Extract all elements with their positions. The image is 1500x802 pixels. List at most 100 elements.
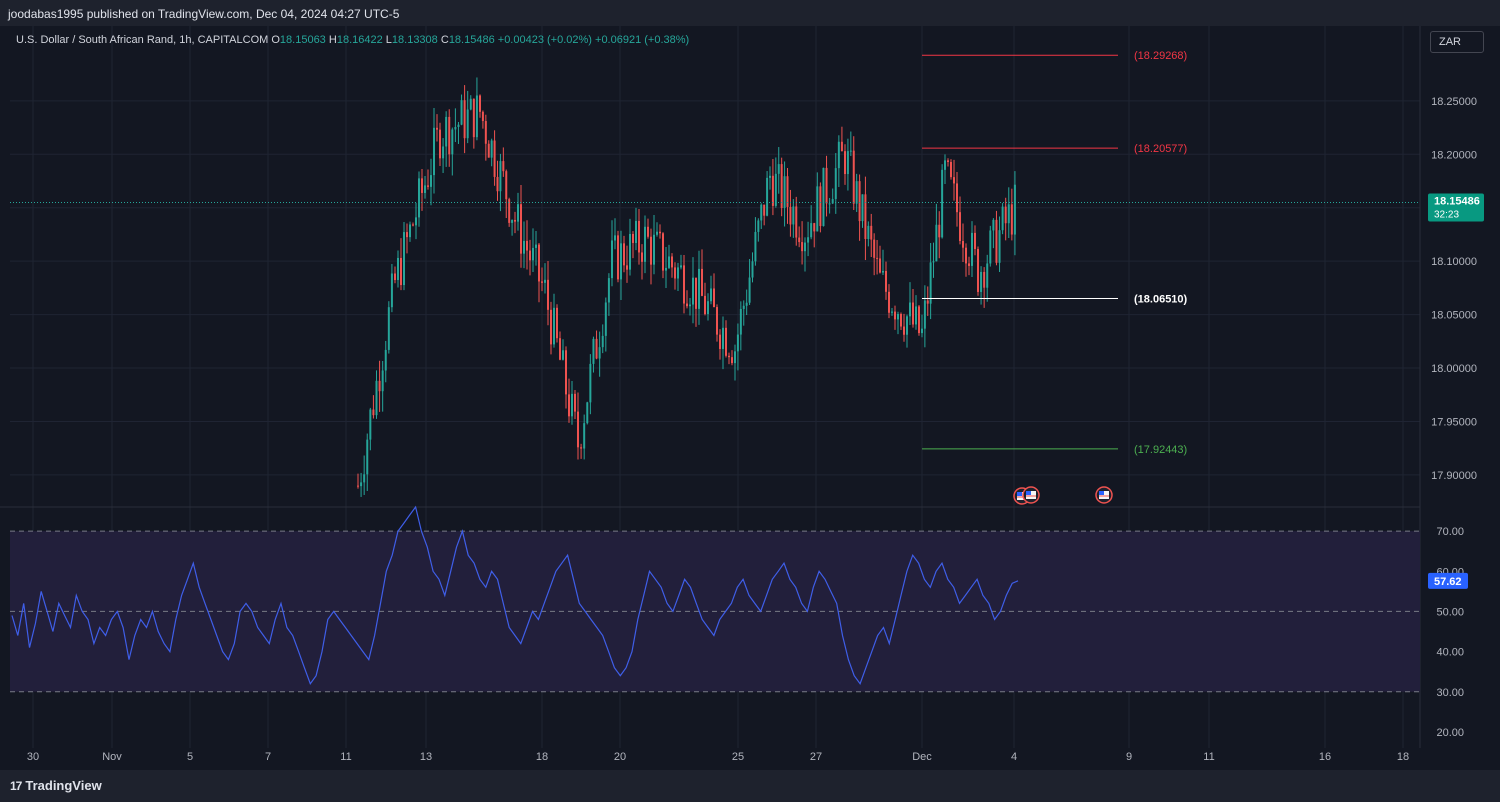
candle-body <box>692 277 694 305</box>
candle-body <box>701 268 703 296</box>
currency-button[interactable]: ZAR <box>1430 31 1484 53</box>
candle-body <box>840 141 843 152</box>
symbol-legend: U.S. Dollar / South African Rand, 1h, CA… <box>16 34 689 46</box>
level-label: (18.29268) <box>1134 50 1187 62</box>
candle-body <box>983 271 986 288</box>
candle-body <box>734 351 736 364</box>
x-tick-label: 18 <box>536 751 548 763</box>
tradingview-logo[interactable]: 17 TradingView <box>10 778 102 793</box>
candle-body <box>947 160 949 162</box>
candle-body <box>363 474 366 483</box>
candle-body <box>844 151 846 175</box>
candle-body <box>490 140 493 158</box>
candle-body <box>571 393 573 417</box>
candle-body <box>766 177 769 216</box>
candle-body <box>565 350 567 395</box>
candle-body <box>915 306 917 325</box>
candle-body <box>986 263 989 288</box>
candle-body <box>526 240 528 251</box>
candle-body <box>656 231 658 235</box>
candle-body <box>541 281 543 283</box>
candle-body <box>493 140 496 177</box>
candle-body <box>929 262 932 304</box>
candle-body <box>751 261 754 278</box>
candle-body <box>677 267 679 279</box>
candle-body <box>870 225 873 240</box>
candle-body <box>595 338 598 359</box>
candle-body <box>774 173 777 206</box>
candle-body <box>611 240 613 279</box>
candle-body <box>366 439 369 475</box>
candle-body <box>918 306 920 334</box>
candle-body <box>384 349 387 371</box>
us-flag-event-icon[interactable] <box>1022 486 1040 504</box>
candle-body <box>819 186 822 227</box>
price-tag-countdown: 32:23 <box>1434 210 1459 221</box>
event-icons[interactable] <box>1013 486 1113 505</box>
candle-body <box>876 257 879 259</box>
rsi-tag-value: 57.62 <box>1434 576 1462 588</box>
x-tick-label: 27 <box>810 751 822 763</box>
candle-body <box>481 111 484 122</box>
candle-body <box>475 95 478 138</box>
candle-body <box>935 224 938 262</box>
candle-body <box>562 350 564 360</box>
chart-canvas[interactable]: (18.29268) (18.20577) (18.06510) (17.92443)… <box>0 26 1500 770</box>
candle-body <box>728 355 730 358</box>
candle-body <box>511 219 514 223</box>
candle-body <box>789 206 792 225</box>
candle-body <box>882 270 884 273</box>
candle-body <box>944 160 946 170</box>
candle-body <box>891 311 893 313</box>
candle-body <box>900 313 902 327</box>
y-tick-label: 18.25000 <box>1431 96 1477 108</box>
candle-body <box>406 232 408 238</box>
candle-body <box>885 270 887 292</box>
price-tag <box>1428 193 1484 222</box>
candle-body <box>941 169 944 238</box>
change-value: +0.00423 (+0.02%) <box>497 34 592 46</box>
candle-body <box>683 265 685 304</box>
candle-body <box>457 124 460 128</box>
price-tag-value: 18.15486 <box>1434 196 1480 208</box>
y-tick-label: 18.00000 <box>1431 363 1477 375</box>
candle-body <box>668 256 670 268</box>
candle-body <box>586 402 589 424</box>
candle-body <box>451 129 454 155</box>
candle-body <box>846 151 849 175</box>
candle-body <box>641 252 643 262</box>
candle-body <box>556 307 558 339</box>
candle-body <box>614 235 616 241</box>
candle-body <box>442 146 445 159</box>
candle-body <box>855 181 858 204</box>
candle-body <box>397 257 399 281</box>
candle-body <box>689 304 691 307</box>
us-flag-event-icon[interactable] <box>1095 486 1113 504</box>
candle-body <box>472 98 475 138</box>
candle-body <box>959 212 961 241</box>
candle-body <box>390 273 393 308</box>
candle-body <box>568 394 570 417</box>
close-label: C <box>440 34 449 46</box>
candle-body <box>810 223 813 238</box>
candle-body <box>771 175 774 206</box>
candle-body <box>665 267 667 271</box>
candle-body <box>369 409 372 440</box>
rsi-tag <box>1428 572 1468 589</box>
candle-body <box>879 258 881 273</box>
candle-body <box>834 168 837 200</box>
candle-body <box>559 338 561 360</box>
candle-body <box>607 278 610 303</box>
candle-body <box>538 244 540 282</box>
candle-body <box>783 176 786 208</box>
high-label: H <box>328 34 337 46</box>
symbol-name[interactable]: U.S. Dollar / South African Rand, 1h, CA… <box>16 34 269 46</box>
candle-body <box>926 300 929 304</box>
candle-body <box>394 273 396 281</box>
candle-body <box>496 176 499 192</box>
axes: 30 Nov 5 7 11 13 18 20 25 27 Dec 4 9 11 16 18 18.25000 18… <box>27 96 1484 763</box>
candle-body <box>623 243 625 266</box>
candle-body <box>620 243 622 280</box>
candle-body <box>739 308 742 335</box>
candle-body <box>635 220 637 243</box>
